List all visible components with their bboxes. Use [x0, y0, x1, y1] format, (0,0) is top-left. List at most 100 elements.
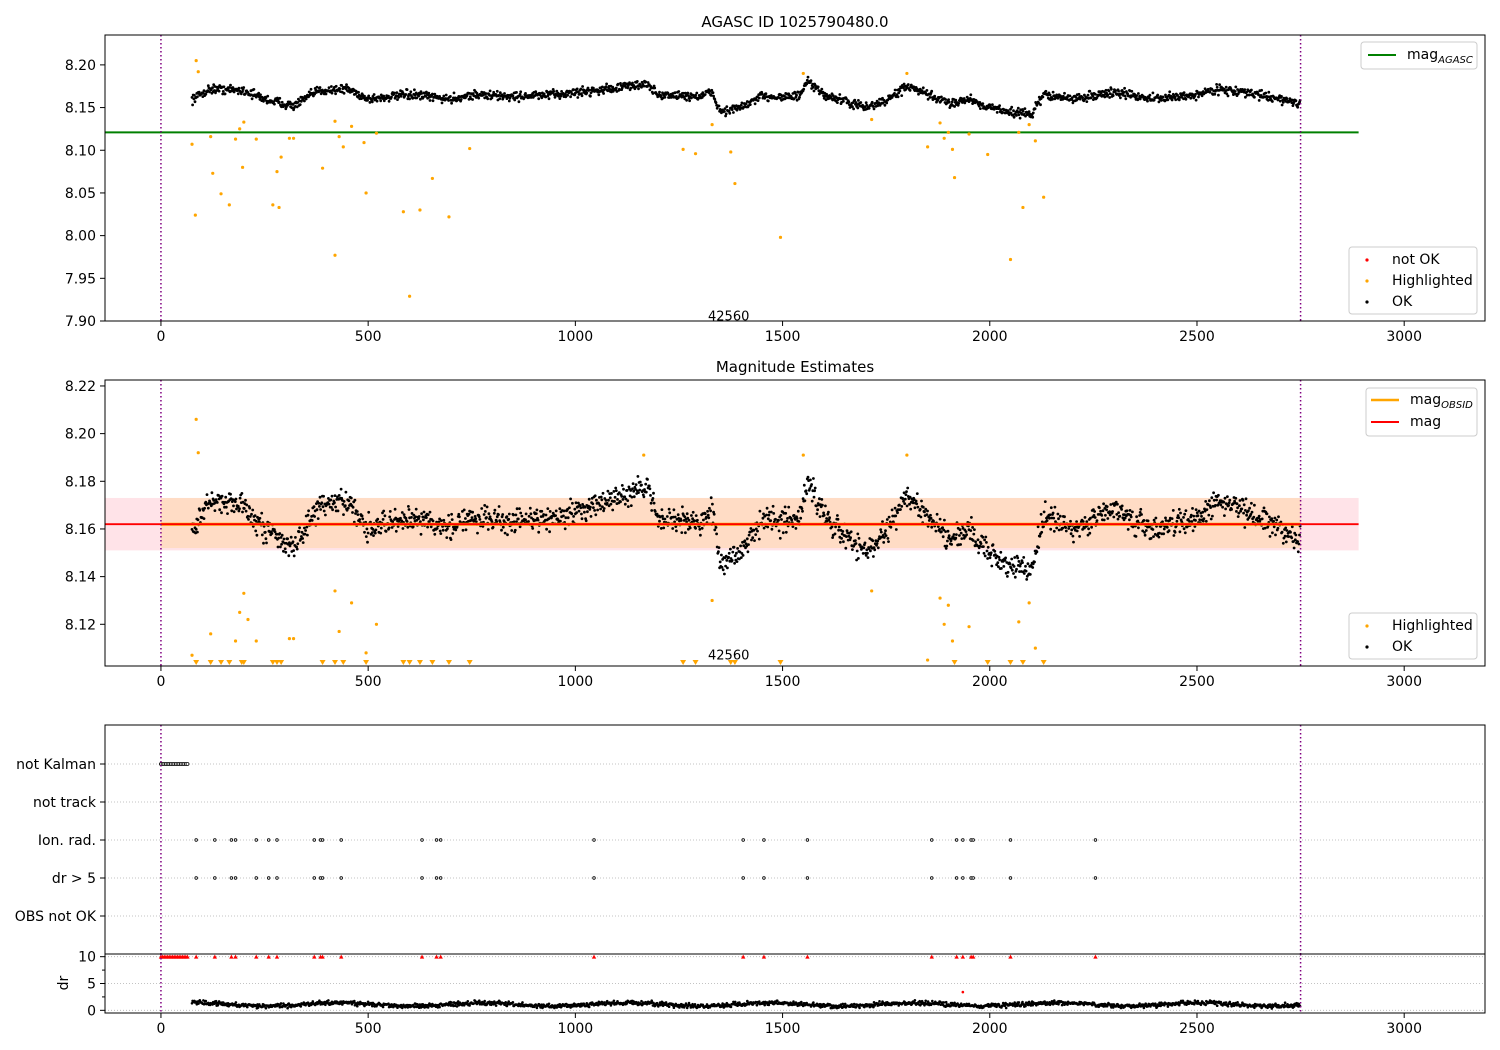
- ok-point: [401, 527, 405, 530]
- ok-point: [1144, 529, 1148, 532]
- ok-point: [334, 505, 337, 509]
- ok-point: [940, 95, 943, 99]
- ok-point: [396, 525, 400, 528]
- ok-point: [905, 490, 908, 493]
- highlighted-point: [193, 213, 197, 217]
- ok-point: [554, 509, 558, 513]
- ok-point: [522, 96, 526, 99]
- ok-point: [879, 528, 883, 531]
- ok-point: [569, 95, 572, 99]
- ok-point: [1039, 512, 1043, 516]
- ok-point: [341, 502, 345, 506]
- ok-point: [363, 530, 366, 534]
- ok-point: [855, 558, 858, 562]
- ion-rad-point: [971, 838, 975, 842]
- ok-point: [930, 525, 934, 529]
- legend-not-ok-label: not OK: [1392, 252, 1440, 268]
- ok-point: [720, 565, 724, 569]
- ok-point: [655, 512, 659, 516]
- ok-point: [808, 487, 812, 490]
- ok-point: [1031, 111, 1035, 115]
- dr-ok-point: [438, 1005, 441, 1009]
- ok-point: [914, 499, 918, 503]
- ok-point: [1234, 496, 1238, 500]
- ok-point: [540, 509, 544, 513]
- ok-point: [762, 526, 766, 530]
- dr-ok-point: [733, 1000, 737, 1004]
- ok-point: [1164, 516, 1167, 520]
- dr-ok-point: [214, 999, 218, 1003]
- ok-point: [714, 526, 718, 529]
- ok-point: [703, 93, 707, 96]
- ok-point: [554, 514, 557, 517]
- ok-point: [524, 512, 528, 516]
- ok-point: [203, 506, 207, 510]
- highlighted-clipped-marker: [951, 660, 958, 665]
- panel2-ytick-label-0: 8.12: [65, 617, 96, 633]
- ok-point: [870, 100, 874, 104]
- ok-point: [1200, 514, 1203, 518]
- ok-point: [591, 502, 595, 506]
- ok-point: [1025, 578, 1029, 581]
- ok-point: [815, 504, 818, 508]
- ok-point: [901, 497, 905, 500]
- ok-point: [1125, 509, 1129, 513]
- highlighted-clipped-marker: [445, 660, 452, 665]
- ok-point: [546, 507, 550, 510]
- ok-point: [995, 111, 999, 114]
- ok-point: [250, 512, 253, 516]
- ok-point: [242, 86, 246, 89]
- ok-point: [680, 531, 684, 534]
- ok-point: [827, 510, 830, 514]
- ok-point: [1249, 513, 1253, 516]
- highlighted-clipped-marker: [731, 660, 738, 665]
- ok-point: [222, 85, 226, 89]
- ion-rad-point: [320, 838, 325, 842]
- ok-point: [449, 95, 452, 98]
- ok-point: [960, 537, 964, 540]
- ok-point: [580, 512, 583, 516]
- ion-rad-point: [1093, 838, 1098, 842]
- highlighted-clipped-marker: [984, 660, 991, 665]
- ok-point: [1272, 519, 1275, 523]
- ok-point: [474, 517, 478, 521]
- panel2-ytick-label-1: 8.14: [65, 570, 96, 586]
- ok-point: [926, 509, 929, 513]
- dr-gt5-point: [971, 876, 975, 880]
- dr-ok-point: [729, 1005, 733, 1009]
- ok-point: [304, 97, 308, 101]
- ok-point: [824, 504, 827, 508]
- ok-point: [493, 508, 497, 512]
- ok-point: [1175, 519, 1179, 523]
- panel1-xtick-label-3: 1500: [765, 329, 801, 345]
- ok-point: [319, 508, 322, 511]
- ok-point: [528, 506, 532, 510]
- ok-point: [439, 532, 443, 535]
- highlighted-point: [986, 152, 990, 157]
- ok-point: [1021, 109, 1025, 113]
- ok-point: [1278, 99, 1282, 103]
- ok-point: [976, 538, 980, 542]
- ok-point: [1194, 98, 1198, 102]
- ok-point: [1048, 93, 1052, 97]
- ok-point: [1157, 100, 1161, 104]
- panel2-xtick-label-5: 2500: [1179, 674, 1215, 690]
- dr-ok-point: [392, 1005, 395, 1009]
- highlighted-point: [233, 639, 238, 643]
- ok-point: [488, 515, 492, 519]
- highlighted-point: [946, 603, 950, 607]
- ok-point: [631, 487, 634, 491]
- ok-point: [936, 99, 940, 102]
- ok-point: [601, 85, 604, 89]
- highlighted-point: [349, 601, 354, 605]
- ok-point: [427, 91, 431, 95]
- ok-point: [1194, 92, 1197, 96]
- ok-point: [513, 528, 517, 532]
- ok-point: [1075, 520, 1078, 523]
- ok-point: [537, 97, 541, 101]
- ok-point: [206, 506, 210, 510]
- ok-point: [497, 513, 500, 516]
- ok-point: [400, 511, 404, 514]
- ok-point: [997, 565, 1000, 569]
- ok-point: [1006, 575, 1009, 578]
